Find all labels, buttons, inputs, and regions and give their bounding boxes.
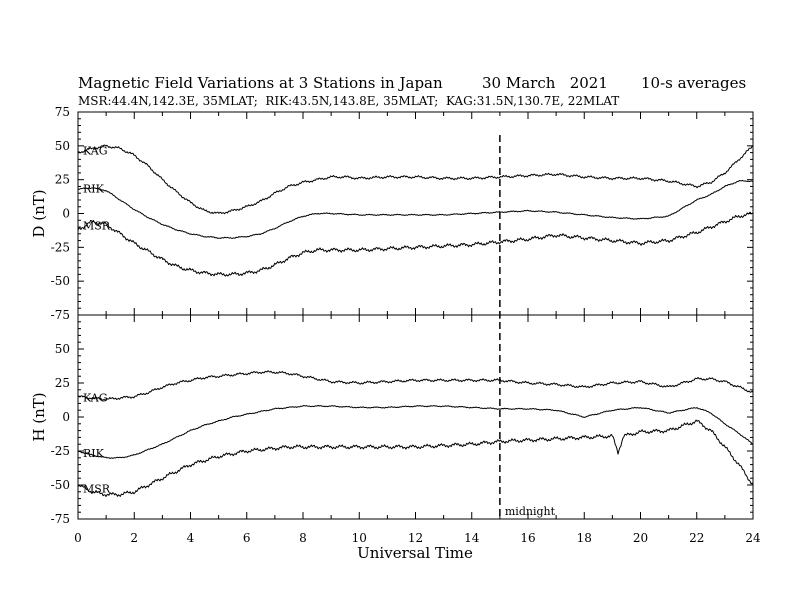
y-tick-label: -50 (51, 478, 70, 492)
panel-frame (77, 314, 754, 520)
y-tick-label: -75 (51, 512, 70, 526)
y-tick-label: -25 (51, 444, 70, 458)
panel-frame (77, 111, 754, 316)
x-tick-label: 14 (464, 531, 480, 545)
x-tick-label: 6 (243, 531, 251, 545)
x-tick-label: 20 (633, 531, 648, 545)
y-tick-label: 25 (55, 376, 70, 390)
series-msr-line (77, 419, 754, 497)
series-msr-line (77, 211, 754, 277)
series-rik-line (77, 405, 754, 459)
stations-line: MSR:44.4N,142.3E, 35MLAT; RIK:43.5N,143.… (78, 94, 619, 108)
x-tick-labels: 0 2 4 6 8 10 12 14 16 18 20 22 24 (74, 531, 761, 545)
series-label-rik: RIK (83, 447, 105, 460)
series-label-kag: KAG (83, 145, 108, 158)
x-tick-label: 0 (74, 531, 82, 545)
x-axis-title: Universal Time (357, 544, 473, 562)
y-tick-label: 25 (55, 173, 70, 187)
series-label-kag: KAG (83, 391, 108, 404)
midnight-label: midnight (505, 505, 556, 518)
panel-d: 75 50 25 0 -25 -50 -75 D (nT) KAG RIK MSR (30, 105, 754, 322)
y-axis-title: H (nT) (30, 392, 48, 441)
series-label-rik: RIK (83, 182, 105, 195)
chart-title: Magnetic Field Variations at 3 Stations … (78, 74, 443, 92)
y-tick-label: 50 (55, 139, 70, 153)
series-kag-line (77, 370, 754, 401)
x-tick-label: 10 (352, 531, 367, 545)
chart-averaging: 10-s averages (641, 74, 746, 92)
x-tick-label: 24 (745, 531, 761, 545)
x-tick-label: 12 (408, 531, 423, 545)
y-tick-label: -75 (51, 308, 70, 322)
x-tick-label: 2 (130, 531, 138, 545)
y-tick-label: 50 (55, 342, 70, 356)
x-tick-label: 18 (577, 531, 592, 545)
x-tick-label: 8 (299, 531, 307, 545)
x-tick-label: 4 (187, 531, 195, 545)
y-tick-label: -50 (51, 274, 70, 288)
x-tick-label: 16 (520, 531, 535, 545)
y-tick-label: 0 (62, 207, 70, 221)
panel-h: 50 25 0 -25 -50 -75 H (nT) KAG RIK MSR (30, 314, 754, 526)
series-label-msr: MSR (83, 220, 111, 233)
x-tick-label: 22 (689, 531, 704, 545)
y-tick-label: 0 (62, 410, 70, 424)
series-rik-line (77, 179, 754, 239)
chart-date: 30 March 2021 (482, 74, 608, 92)
series-label-msr: MSR (83, 482, 111, 495)
y-tick-label: 75 (55, 105, 70, 119)
series-kag-line (77, 144, 754, 215)
y-axis-title: D (nT) (30, 189, 48, 237)
y-tick-label: -25 (51, 240, 70, 254)
chart-panels: 75 50 25 0 -25 -50 -75 D (nT) KAG RIK MSR 50 25 0 -25 -… (30, 105, 761, 545)
